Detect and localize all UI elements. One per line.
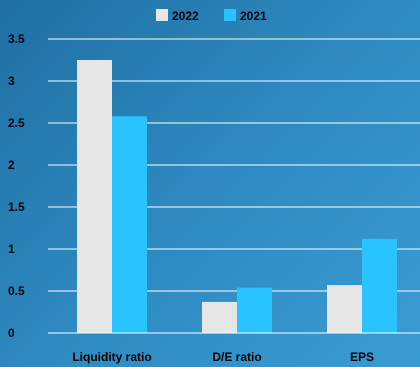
bar-2022-liquidity-ratio: [77, 60, 112, 333]
legend-label-2022: 2022: [172, 9, 199, 23]
legend-label-2021: 2021: [240, 9, 267, 23]
legend: 2022 2021: [156, 9, 267, 23]
x-tick-label: Liquidity ratio: [72, 350, 151, 364]
bar-2021-d-e-ratio: [237, 287, 272, 333]
bar-2022-eps: [327, 285, 362, 333]
y-tick-label: 3: [8, 74, 15, 88]
bar-2021-liquidity-ratio: [112, 116, 147, 333]
x-tick-label: EPS: [350, 350, 374, 364]
y-tick-label: 3.5: [8, 32, 25, 46]
x-tick-label: D/E ratio: [212, 350, 261, 364]
bars: [77, 60, 397, 333]
bar-2021-eps: [362, 238, 397, 333]
y-tick-label: 1.5: [8, 200, 25, 214]
legend-swatch-2021: [224, 9, 236, 21]
y-tick-label: 0.5: [8, 284, 25, 298]
y-tick-label: 1: [8, 242, 15, 256]
bar-2022-d-e-ratio: [202, 301, 237, 333]
axes: 0 0.5 1 1.5 2 2.5 3 3.5 Liquidity ratio D/E ratio…: [8, 32, 420, 364]
y-tick-label: 2: [8, 158, 15, 172]
y-tick-label: 2.5: [8, 116, 25, 130]
y-tick-label: 0: [8, 326, 15, 340]
legend-swatch-2022: [156, 9, 168, 21]
